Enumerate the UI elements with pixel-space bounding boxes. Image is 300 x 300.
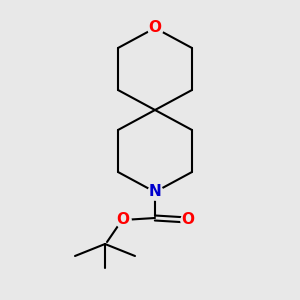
Text: O: O: [148, 20, 161, 35]
Text: N: N: [148, 184, 161, 200]
Text: O: O: [116, 212, 130, 227]
Text: O: O: [182, 212, 194, 227]
